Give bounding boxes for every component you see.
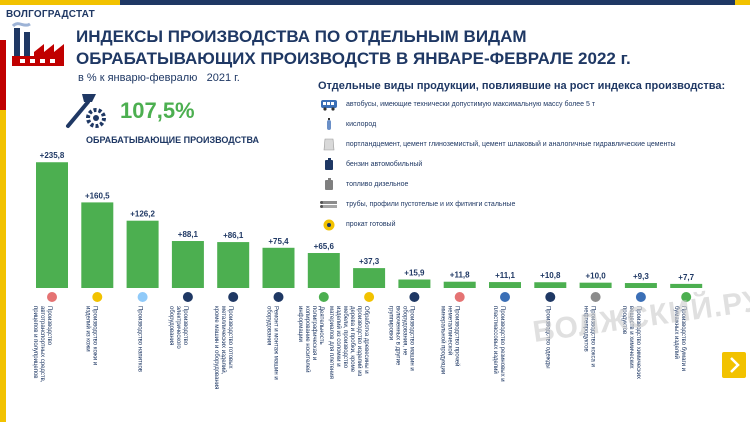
manufacturing-index-value: 107,5%: [120, 98, 195, 123]
cement-bag-icon: [323, 138, 335, 151]
tools-gear-icon: [66, 94, 106, 128]
legend-item: автобусы, имеющие технически допустимую …: [318, 96, 718, 116]
chemical-flask-icon: [635, 292, 646, 302]
legend-item-label: топливо дизельное: [346, 181, 409, 188]
bar-value-label: +65,6: [314, 242, 335, 251]
bar: [443, 281, 476, 288]
products-legend: автобусы, имеющие технически допустимую …: [318, 96, 718, 236]
category-label: Производство кокса инефтепродуктов: [583, 306, 596, 367]
pipes-icon: [320, 201, 337, 208]
bottle-icon: [137, 292, 148, 302]
bar-value-label: +10,0: [585, 272, 606, 281]
bar-value-label: +9,3: [633, 272, 649, 281]
plug-icon: [182, 292, 193, 302]
bar: [36, 162, 68, 288]
brand-label: ВОЛГОГРАДСТАТ: [6, 9, 95, 20]
bag-icon: [92, 292, 103, 302]
legend-item: бензин автомобильный: [318, 156, 718, 176]
bar: [579, 282, 612, 288]
bar-value-label: +10,8: [540, 271, 561, 280]
bar: [670, 283, 703, 288]
legend-item-label: портландцемент, цемент глиноземистый, це…: [346, 141, 676, 148]
bar: [81, 202, 114, 288]
bar-value-label: +88,1: [178, 230, 199, 239]
left-accent-bar: [0, 40, 6, 422]
legend-item-label: бензин автомобильный: [346, 161, 423, 168]
legend-item: прокат готовый: [318, 216, 718, 236]
shirt-icon: [545, 292, 556, 302]
category-label: Производство прочейнеметаллическойминера…: [440, 306, 461, 374]
bar-value-label: +11,8: [450, 271, 470, 280]
bar: [398, 279, 431, 288]
bus-icon: [321, 100, 337, 111]
category-label: Обработка древесины ипроизводство издели…: [328, 306, 369, 379]
subtitle: в % к январю-февралю 2021 г.: [78, 72, 240, 84]
bar: [353, 268, 386, 288]
wood-icon: [364, 292, 375, 302]
category-label: Производство готовыхметаллических издели…: [213, 306, 233, 389]
legend-item: кислород: [318, 116, 718, 136]
gears-icon: [228, 292, 239, 302]
bar-value-label: +160,5: [85, 191, 110, 200]
diesel-canister-icon: [325, 178, 333, 190]
next-slide-button[interactable]: [722, 352, 746, 378]
bar-value-label: +37,3: [359, 257, 380, 266]
legend-item: трубы, профили пустотелые и их фитинги с…: [318, 196, 718, 216]
title-line-2: ОБРАБАТЫВАЮЩИХ ПРОИЗВОДСТВ В ЯНВАРЕ-ФЕВР…: [76, 49, 631, 68]
mineral-icon: [454, 292, 465, 302]
top-accent-bar: [0, 0, 750, 5]
category-label: Производство бумаги ибумажных изделий: [673, 306, 686, 371]
oxygen-cylinder-icon: [327, 118, 331, 130]
bar-chart: +235,8 Производствоавтотранспортных средс…: [32, 151, 703, 389]
printer-icon: [318, 292, 329, 302]
bar: [126, 220, 159, 288]
bar: [307, 253, 340, 288]
factory-icon: [11, 22, 64, 66]
bar-value-label: +7,7: [678, 273, 694, 282]
bar: [624, 283, 657, 288]
car-icon: [47, 292, 57, 302]
category-label: Производствоэлектрическогооборудования: [168, 306, 188, 349]
category-label: Производство машин иоборудования, невклю…: [387, 306, 414, 371]
bar: [262, 247, 295, 288]
bar-value-label: +11,1: [495, 271, 515, 280]
category-label: Производство химическихвеществ и химичес…: [621, 306, 641, 379]
bar-value-label: +15,9: [404, 269, 425, 278]
products-title: Отдельные виды продукции, повлиявшие на …: [318, 80, 726, 92]
category-label: Производство напитков: [137, 306, 143, 372]
category-label: Производствоавтотранспортных средств,при…: [32, 306, 52, 383]
legend-item-label: прокат готовый: [346, 221, 396, 228]
legend-item-label: автобусы, имеющие технически допустимую …: [346, 101, 596, 108]
bar-value-label: +235,8: [40, 151, 65, 160]
machine-icon: [409, 292, 420, 302]
bar: [534, 282, 567, 288]
paper-icon: [681, 292, 692, 302]
page-title: ИНДЕКСЫ ПРОИЗВОДСТВА ПО ОТДЕЛЬНЫМ ВИДАМ …: [76, 26, 631, 70]
category-label: Производство кожи иизделий из кожи: [84, 306, 97, 365]
bar: [171, 241, 204, 288]
category-label: Производство резиновых ипластмассовых из…: [492, 306, 505, 382]
boot-icon: [500, 292, 510, 302]
bar: [217, 242, 250, 288]
petrol-canister-icon: [325, 158, 333, 170]
category-label: Ремонт и монтаж машин иоборудования: [266, 306, 279, 380]
bar-value-label: +75,4: [268, 237, 289, 246]
bar-value-label: +126,2: [130, 210, 155, 219]
category-label: Производство одежды: [544, 306, 550, 369]
legend-item-label: кислород: [346, 121, 377, 128]
legend-item: портландцемент, цемент глиноземистый, це…: [318, 136, 718, 156]
bar-value-label: +86,1: [223, 231, 244, 240]
title-line-1: ИНДЕКСЫ ПРОИЗВОДСТВА ПО ОТДЕЛЬНЫМ ВИДАМ: [76, 27, 527, 46]
rolled-steel-icon: [323, 219, 335, 231]
legend-item-label: трубы, профили пустотелые и их фитинги с…: [346, 201, 516, 208]
category-label: Деятельностьполиграфическая икопирование…: [297, 306, 324, 372]
chevron-right-icon: [730, 357, 740, 373]
manufacturing-label: ОБРАБАТЫВАЮЩИЕ ПРОИЗВОДСТВА: [86, 135, 259, 145]
wrench-icon: [273, 292, 284, 302]
oil-barrel-icon: [590, 292, 601, 302]
legend-item: топливо дизельное: [318, 176, 718, 196]
bar: [489, 282, 521, 288]
